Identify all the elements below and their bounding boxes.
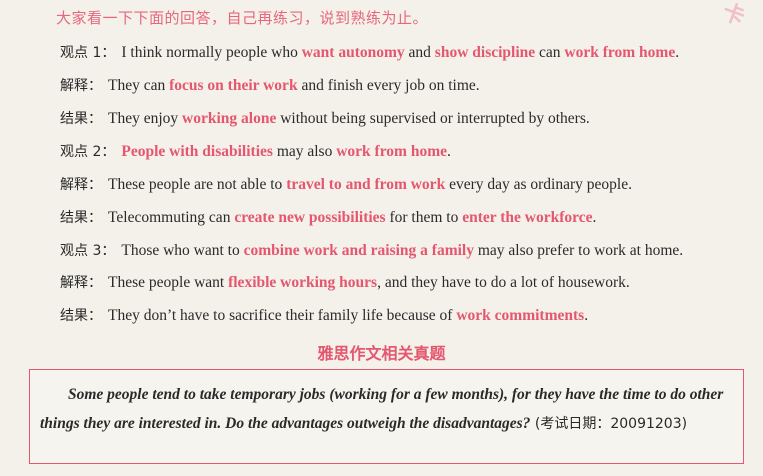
line-label: 结果： xyxy=(60,308,102,324)
line-text: These people want xyxy=(108,274,229,291)
line-label: 结果： xyxy=(60,111,102,127)
line-label: 解释： xyxy=(60,177,102,193)
line-text: They enjoy xyxy=(108,110,183,127)
line-label: 观点 2： xyxy=(60,144,116,160)
highlight-phrase: focus on their work xyxy=(169,77,298,94)
question-box: Some people tend to take temporary jobs … xyxy=(29,369,744,464)
answer-line: 结果： They don’t have to sacrifice their fa… xyxy=(60,305,588,325)
line-text: every day as ordinary people. xyxy=(445,176,632,193)
answer-line: 结果： They enjoy working alone without bein… xyxy=(60,108,590,128)
line-label: 观点 3： xyxy=(60,243,116,259)
answer-line: 观点 1： I think normally people who want au… xyxy=(60,42,679,62)
question-body: Some people tend to take temporary jobs … xyxy=(40,386,724,432)
section-title: 雅思作文相关真题 xyxy=(317,344,446,363)
line-text: may also xyxy=(272,143,337,160)
line-text: . xyxy=(592,209,597,226)
answer-line: 结果： Telecommuting can create new possibil… xyxy=(60,207,596,227)
highlight-phrase: enter the workforce xyxy=(462,209,593,226)
answer-line: 解释： They can focus on their work and fini… xyxy=(60,75,480,95)
line-text: I think normally people who xyxy=(121,44,302,61)
line-label: 观点 1： xyxy=(60,45,116,61)
answer-line: 解释： These people want flexible working ho… xyxy=(60,272,630,292)
highlight-phrase: work commitments xyxy=(456,307,585,324)
answer-line: 观点 3： Those who want to combine work and … xyxy=(60,240,683,260)
highlight-phrase: show discipline xyxy=(434,44,536,61)
line-label: 解释： xyxy=(60,275,102,291)
highlight-phrase: want autonomy xyxy=(301,44,405,61)
line-text: . xyxy=(447,143,451,160)
line-label: 结果： xyxy=(60,210,102,226)
highlight-phrase: flexible working hours xyxy=(228,274,378,291)
line-label: 解释： xyxy=(60,78,102,94)
answer-line: 观点 2： People with disabilities may also w… xyxy=(60,141,451,161)
answer-line: 解释： These people are not able to travel t… xyxy=(60,174,632,194)
question-text: Some people tend to take temporary jobs … xyxy=(40,380,740,439)
line-text: Those who want to xyxy=(121,242,244,259)
line-text: without being supervised or interrupted … xyxy=(276,110,590,127)
exam-date: (考试日期：20091203) xyxy=(530,416,688,432)
corner-logo-mark: 卡套 xyxy=(719,0,748,36)
line-text: They don’t have to sacrifice their famil… xyxy=(108,307,457,324)
highlight-phrase: work from home xyxy=(336,143,447,160)
instruction-text: 大家看一下下面的回答，自己再练习，说到熟练为止。 xyxy=(56,9,429,27)
highlight-phrase: combine work and raising a family xyxy=(243,242,474,259)
line-text: They can xyxy=(108,77,170,94)
line-text: and finish every job on time. xyxy=(297,77,480,94)
line-text: . xyxy=(584,307,589,324)
highlight-phrase: create new possibilities xyxy=(234,209,386,226)
line-text: can xyxy=(535,44,565,61)
highlight-phrase: travel to and from work xyxy=(286,176,446,193)
highlight-phrase: People with disabilities xyxy=(121,143,273,160)
highlight-phrase: working alone xyxy=(182,110,277,127)
line-text: and xyxy=(404,44,435,61)
highlight-phrase: work from home xyxy=(564,44,676,61)
line-text: for them to xyxy=(385,209,463,226)
line-text: may also prefer to work at home. xyxy=(473,242,684,259)
line-text: , and they have to do a lot of housework… xyxy=(377,274,630,291)
line-text: . xyxy=(675,44,680,61)
line-text: These people are not able to xyxy=(108,176,287,193)
line-text: Telecommuting can xyxy=(108,209,235,226)
